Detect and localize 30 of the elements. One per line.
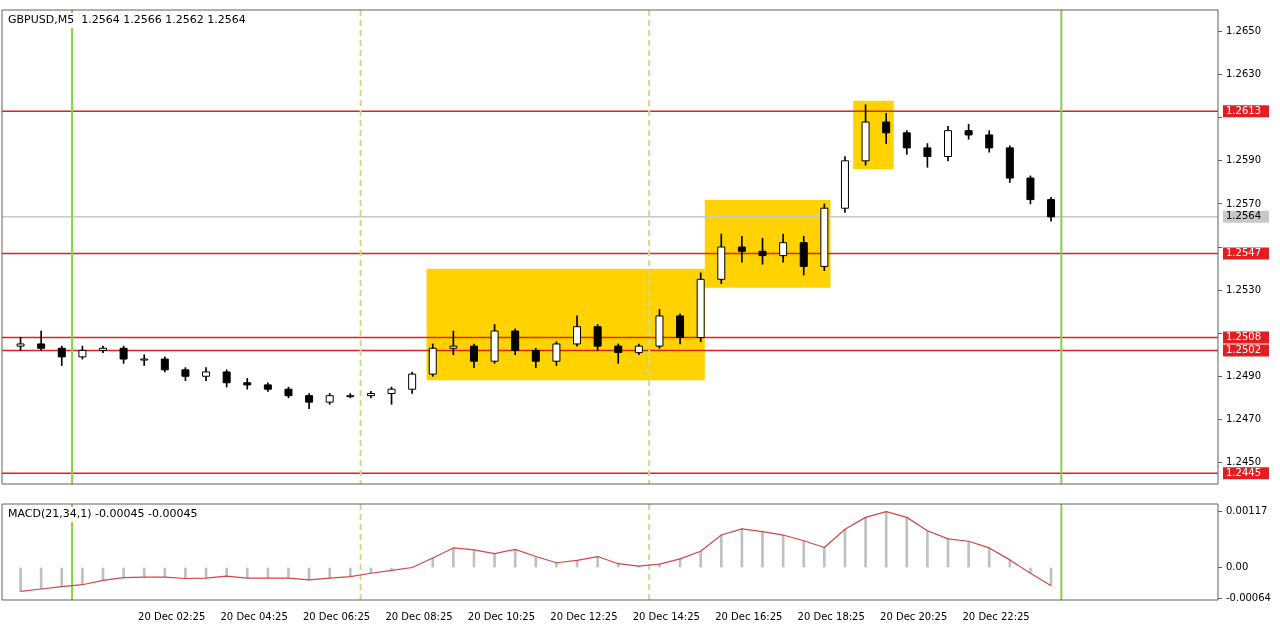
y-tick-label: 1.2570	[1226, 197, 1261, 209]
ref-line-label: 1.2502	[1226, 344, 1261, 356]
x-tick-label: 20 Dec 10:25	[467, 610, 536, 622]
x-tick-label: 20 Dec 18:25	[797, 610, 865, 622]
x-tick-label: 20 Dec 08:25	[385, 610, 453, 622]
ref-line-label: 1.2564	[1226, 210, 1261, 222]
x-tick-label: 20 Dec 02:25	[138, 610, 206, 622]
ref-line-label: 1.2508	[1226, 331, 1261, 343]
y-tick-label: 1.2470	[1226, 412, 1261, 424]
x-tick-label: 20 Dec 14:25	[632, 610, 700, 622]
x-tick-label: 20 Dec 22:25	[962, 610, 1030, 622]
y-tick-label: 1.2530	[1226, 283, 1261, 295]
ref-line-label: 1.2613	[1226, 104, 1261, 116]
x-tick-label: 20 Dec 04:25	[220, 610, 288, 622]
y-tick-label: 1.2450	[1226, 456, 1261, 468]
x-tick-label: 20 Dec 20:25	[880, 610, 948, 622]
ref-line-label: 1.2445	[1226, 466, 1261, 478]
x-tick-label: 20 Dec 12:25	[550, 610, 618, 622]
x-tick-label: 20 Dec 16:25	[715, 610, 783, 622]
chart-title: MACD(21,34,1) -0.00045 -0.00045	[8, 507, 198, 521]
y-tick-label: 1.2590	[1226, 154, 1261, 166]
y-tick-label: 0.00	[1226, 561, 1249, 573]
ref-line-label: 1.2547	[1226, 247, 1261, 259]
y-tick-label: 1.2630	[1226, 68, 1261, 80]
x-tick-label: 20 Dec 06:25	[302, 610, 371, 622]
y-tick-label: 1.2650	[1226, 25, 1261, 37]
chart-title: GBPUSD,M5 1.2564 1.2566 1.2562 1.2564	[8, 13, 246, 27]
y-tick-label: 0.00117	[1226, 505, 1268, 517]
y-tick-label: 1.2490	[1226, 369, 1261, 381]
y-tick-label: -0.00064	[1226, 591, 1271, 603]
